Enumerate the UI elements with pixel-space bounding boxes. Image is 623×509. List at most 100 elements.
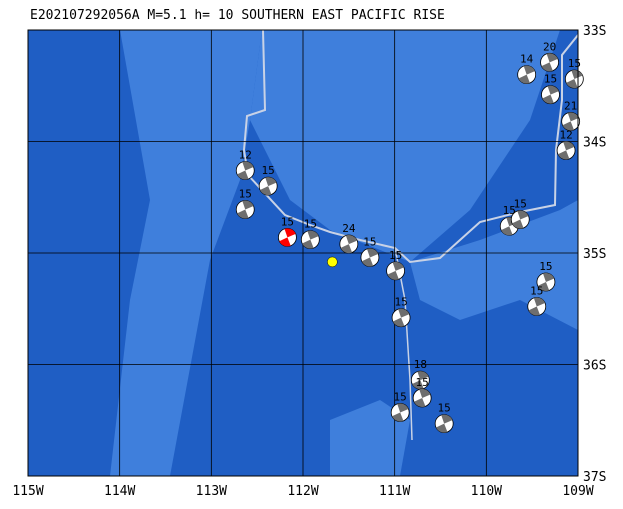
frame xyxy=(27,29,579,477)
ball-wedge xyxy=(543,272,555,282)
ball-wedge xyxy=(562,121,574,131)
ball-wedge xyxy=(546,53,558,63)
depth-label: 15 xyxy=(281,215,294,228)
focal-mechanism xyxy=(235,200,255,219)
lon-label: 113W xyxy=(196,484,227,499)
ball-wedge xyxy=(557,150,570,160)
focal-mechanism xyxy=(561,112,581,131)
ball-wedge xyxy=(547,85,559,95)
ball-wedge xyxy=(567,112,579,122)
focal-mechanism xyxy=(434,414,454,433)
ball-wedge xyxy=(387,270,399,280)
depth-label: 20 xyxy=(543,40,556,53)
ball-wedge xyxy=(571,70,583,80)
ball-wedge xyxy=(541,62,553,72)
ball-wedge xyxy=(392,412,404,422)
ball-wedge xyxy=(242,200,254,210)
ball-wedge xyxy=(419,388,431,398)
depth-label: 15 xyxy=(239,188,252,201)
focal-mechanism xyxy=(278,227,297,247)
depth-label: 15 xyxy=(394,296,407,309)
ball-wedge xyxy=(397,403,409,413)
focal-mechanism xyxy=(517,65,537,84)
depth-label: 15 xyxy=(539,260,552,273)
ball-wedge xyxy=(528,306,541,316)
focal-mechanism xyxy=(258,176,278,196)
ball-wedge xyxy=(307,230,319,240)
ball-wedge xyxy=(284,228,296,238)
depth-label: 15 xyxy=(416,376,429,389)
focal-mechanism xyxy=(360,248,380,267)
ball-wedge xyxy=(340,244,353,254)
ball-wedge xyxy=(345,235,358,245)
ball-wedge xyxy=(392,317,405,327)
ball-wedge xyxy=(501,226,513,236)
ball-wedge xyxy=(237,170,249,180)
focal-mechanism xyxy=(410,370,430,390)
ball-wedge xyxy=(523,65,535,75)
ball-wedge xyxy=(542,94,554,104)
ball-wedge xyxy=(392,261,404,271)
depth-label: 24 xyxy=(342,222,356,235)
focal-mechanism xyxy=(556,141,576,160)
ball-wedge xyxy=(436,423,448,433)
depth-label: 12 xyxy=(559,128,572,141)
depth-label: 15 xyxy=(304,218,317,231)
ball-wedge xyxy=(361,257,374,267)
depth-label: 15 xyxy=(503,204,516,217)
ball-wedge xyxy=(265,177,277,187)
focal-mechanism xyxy=(564,69,584,89)
lat-label: 34S xyxy=(583,136,606,151)
focal-mechanism xyxy=(300,230,320,250)
depth-label: 15 xyxy=(394,390,407,403)
focal-mechanism xyxy=(386,261,405,281)
depth-label: 15 xyxy=(262,164,275,177)
depth-label: 12 xyxy=(239,148,252,161)
depth-label: 15 xyxy=(568,57,581,70)
map-title: E202107292056A M=5.1 h= 10 SOUTHERN EAST… xyxy=(30,8,445,23)
lat-label: 35S xyxy=(583,247,606,262)
focal-mechanism xyxy=(339,234,359,254)
focal-mechanism xyxy=(391,308,411,328)
lat-label: 36S xyxy=(583,359,606,374)
lat-label: 33S xyxy=(583,24,606,39)
lon-label: 109W xyxy=(562,484,593,499)
focal-mechanism xyxy=(541,85,560,105)
lon-label: 110W xyxy=(471,484,502,499)
ball-wedge xyxy=(563,141,575,151)
ball-wedge xyxy=(518,74,530,84)
ball-wedge xyxy=(417,371,429,381)
lon-label: 112W xyxy=(287,484,318,499)
ball-wedge xyxy=(367,248,379,258)
depth-label: 18 xyxy=(414,358,427,371)
depth-label: 15 xyxy=(514,198,527,211)
ball-wedge xyxy=(512,219,524,229)
ball-wedge xyxy=(566,79,578,89)
focal-mechanism xyxy=(536,272,556,292)
lon-label: 111W xyxy=(379,484,410,499)
ball-wedge xyxy=(533,297,546,307)
depth-label: 15 xyxy=(544,73,557,86)
ridge xyxy=(242,29,579,264)
ball-wedge xyxy=(398,308,410,318)
focal-mechanism xyxy=(412,388,432,408)
depth-label: 15 xyxy=(438,402,451,415)
lat-label: 37S xyxy=(583,470,606,485)
ball-wedge xyxy=(302,239,314,249)
ball-wedge xyxy=(260,186,272,196)
ball-wedge xyxy=(242,161,254,171)
ball-wedge xyxy=(414,397,426,407)
focal-mechanism xyxy=(390,403,410,422)
depth-label: 15 xyxy=(363,235,376,248)
focal-mechanism xyxy=(510,210,530,229)
ball-wedge xyxy=(237,209,249,219)
depth-label: 21 xyxy=(564,99,577,112)
focal-mechanism xyxy=(527,297,547,316)
ball-wedge xyxy=(279,237,291,247)
ball-wedge xyxy=(537,281,550,291)
lon-label: 115W xyxy=(12,484,43,499)
lon-label: 114W xyxy=(104,484,135,499)
depth-label: 14 xyxy=(520,53,534,66)
focal-mechanism xyxy=(540,52,559,72)
